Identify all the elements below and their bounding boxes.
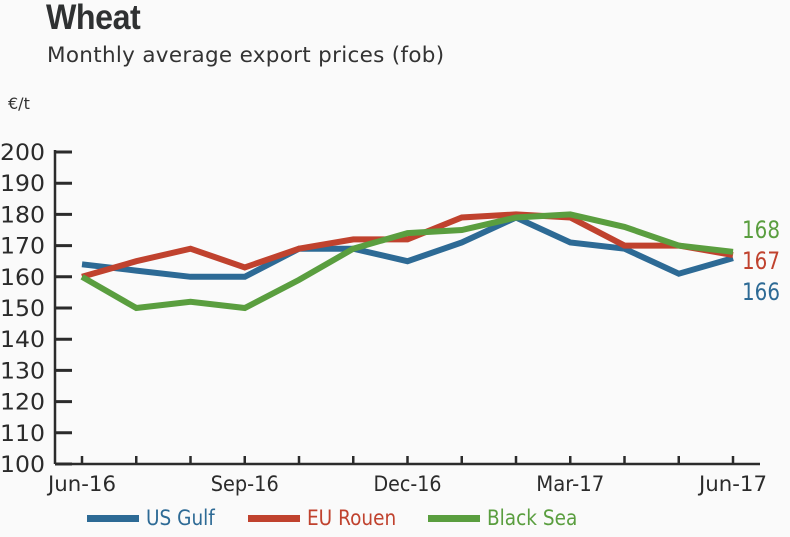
axes: 100 110 120 130 140 150 160 170 180 190 200 Jun-16 S… bbox=[0, 141, 767, 496]
y-tick-label: 190 bbox=[0, 172, 45, 197]
legend: US Gulf EU Rouen Black Sea bbox=[0, 506, 790, 536]
legend-swatch-black-sea bbox=[428, 514, 480, 522]
y-axis-label: €/t bbox=[8, 94, 30, 113]
legend-swatch-us-gulf bbox=[87, 514, 139, 522]
x-tick-label: Dec-16 bbox=[374, 472, 442, 496]
end-label-eu-rouen: 167 bbox=[742, 247, 780, 275]
x-tick-label: Jun-16 bbox=[46, 472, 116, 496]
x-tick-label: Sep-16 bbox=[211, 472, 279, 496]
end-labels: 168 167 166 bbox=[742, 216, 780, 306]
series-line-black-sea bbox=[80, 211, 734, 312]
y-tick-label: 110 bbox=[0, 422, 45, 447]
legend-item-us-gulf: US Gulf bbox=[87, 506, 224, 530]
y-tick-label: 130 bbox=[0, 359, 45, 384]
y-tick-label: 120 bbox=[0, 391, 45, 416]
series-lines bbox=[80, 211, 734, 312]
series-line-eu-rouen bbox=[81, 211, 734, 280]
legend-label-eu-rouen: EU Rouen bbox=[307, 506, 397, 530]
y-tick-label: 200 bbox=[0, 141, 45, 166]
end-label-us-gulf: 166 bbox=[742, 278, 780, 306]
y-tick-label: 100 bbox=[0, 453, 45, 478]
y-tick-label: 170 bbox=[0, 235, 45, 260]
end-label-black-sea: 168 bbox=[742, 216, 780, 244]
legend-label-us-gulf: US Gulf bbox=[146, 506, 215, 530]
x-tick-label: Jun-17 bbox=[697, 472, 767, 496]
y-tick-label: 180 bbox=[0, 203, 45, 228]
legend-label-black-sea: Black Sea bbox=[487, 506, 578, 530]
y-tick-label: 140 bbox=[0, 328, 45, 353]
x-tick-label: Mar-17 bbox=[536, 472, 604, 496]
legend-item-black-sea: Black Sea bbox=[428, 506, 590, 530]
chart-subtitle: Monthly average export prices (fob) bbox=[47, 43, 445, 68]
legend-item-eu-rouen: EU Rouen bbox=[248, 506, 408, 530]
chart-title: Wheat bbox=[46, 0, 141, 37]
y-tick-label: 150 bbox=[0, 297, 45, 322]
series-line-us-gulf bbox=[81, 214, 734, 280]
y-tick-label: 160 bbox=[0, 266, 45, 291]
legend-swatch-eu-rouen bbox=[248, 514, 300, 522]
